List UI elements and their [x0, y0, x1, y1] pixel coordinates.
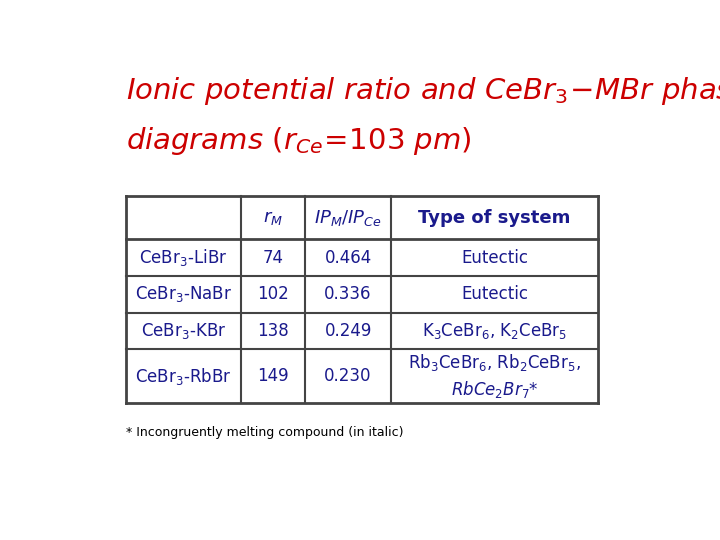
Text: 74: 74 [262, 249, 283, 267]
Text: $r_M$: $r_M$ [263, 208, 283, 227]
Text: 0.464: 0.464 [325, 249, 372, 267]
Text: * Incongruently melting compound (in italic): * Incongruently melting compound (in ita… [126, 426, 404, 439]
Text: 149: 149 [257, 367, 289, 385]
Text: CeBr$_3$-LiBr: CeBr$_3$-LiBr [140, 247, 228, 268]
Text: CeBr$_3$-NaBr: CeBr$_3$-NaBr [135, 285, 232, 305]
Text: 0.336: 0.336 [324, 285, 372, 303]
Text: Rb$_3$CeBr$_6$, Rb$_2$CeBr$_5$,
$\mathit{RbCe_2Br_7}$*: Rb$_3$CeBr$_6$, Rb$_2$CeBr$_5$, $\mathit… [408, 352, 581, 401]
Text: Type of system: Type of system [418, 208, 571, 227]
Text: $\it{Ionic\ potential\ ratio\ and\ CeBr_3\!-\!MBr\ phase}$: $\it{Ionic\ potential\ ratio\ and\ CeBr_… [126, 75, 720, 107]
Text: Eutectic: Eutectic [461, 285, 528, 303]
Text: $\it{diagrams\ (r_{Ce}\!=\!103\ pm)}$: $\it{diagrams\ (r_{Ce}\!=\!103\ pm)}$ [126, 125, 472, 157]
Text: Eutectic: Eutectic [461, 249, 528, 267]
Text: 102: 102 [257, 285, 289, 303]
Text: 0.249: 0.249 [325, 322, 372, 340]
Text: K$_3$CeBr$_6$, K$_2$CeBr$_5$: K$_3$CeBr$_6$, K$_2$CeBr$_5$ [422, 321, 567, 341]
Text: 0.230: 0.230 [324, 367, 372, 385]
Text: CeBr$_3$-KBr: CeBr$_3$-KBr [141, 321, 226, 341]
Text: $IP_M/IP_{Ce}$: $IP_M/IP_{Ce}$ [314, 207, 382, 227]
Text: CeBr$_3$-RbBr: CeBr$_3$-RbBr [135, 366, 232, 387]
Text: 138: 138 [257, 322, 289, 340]
